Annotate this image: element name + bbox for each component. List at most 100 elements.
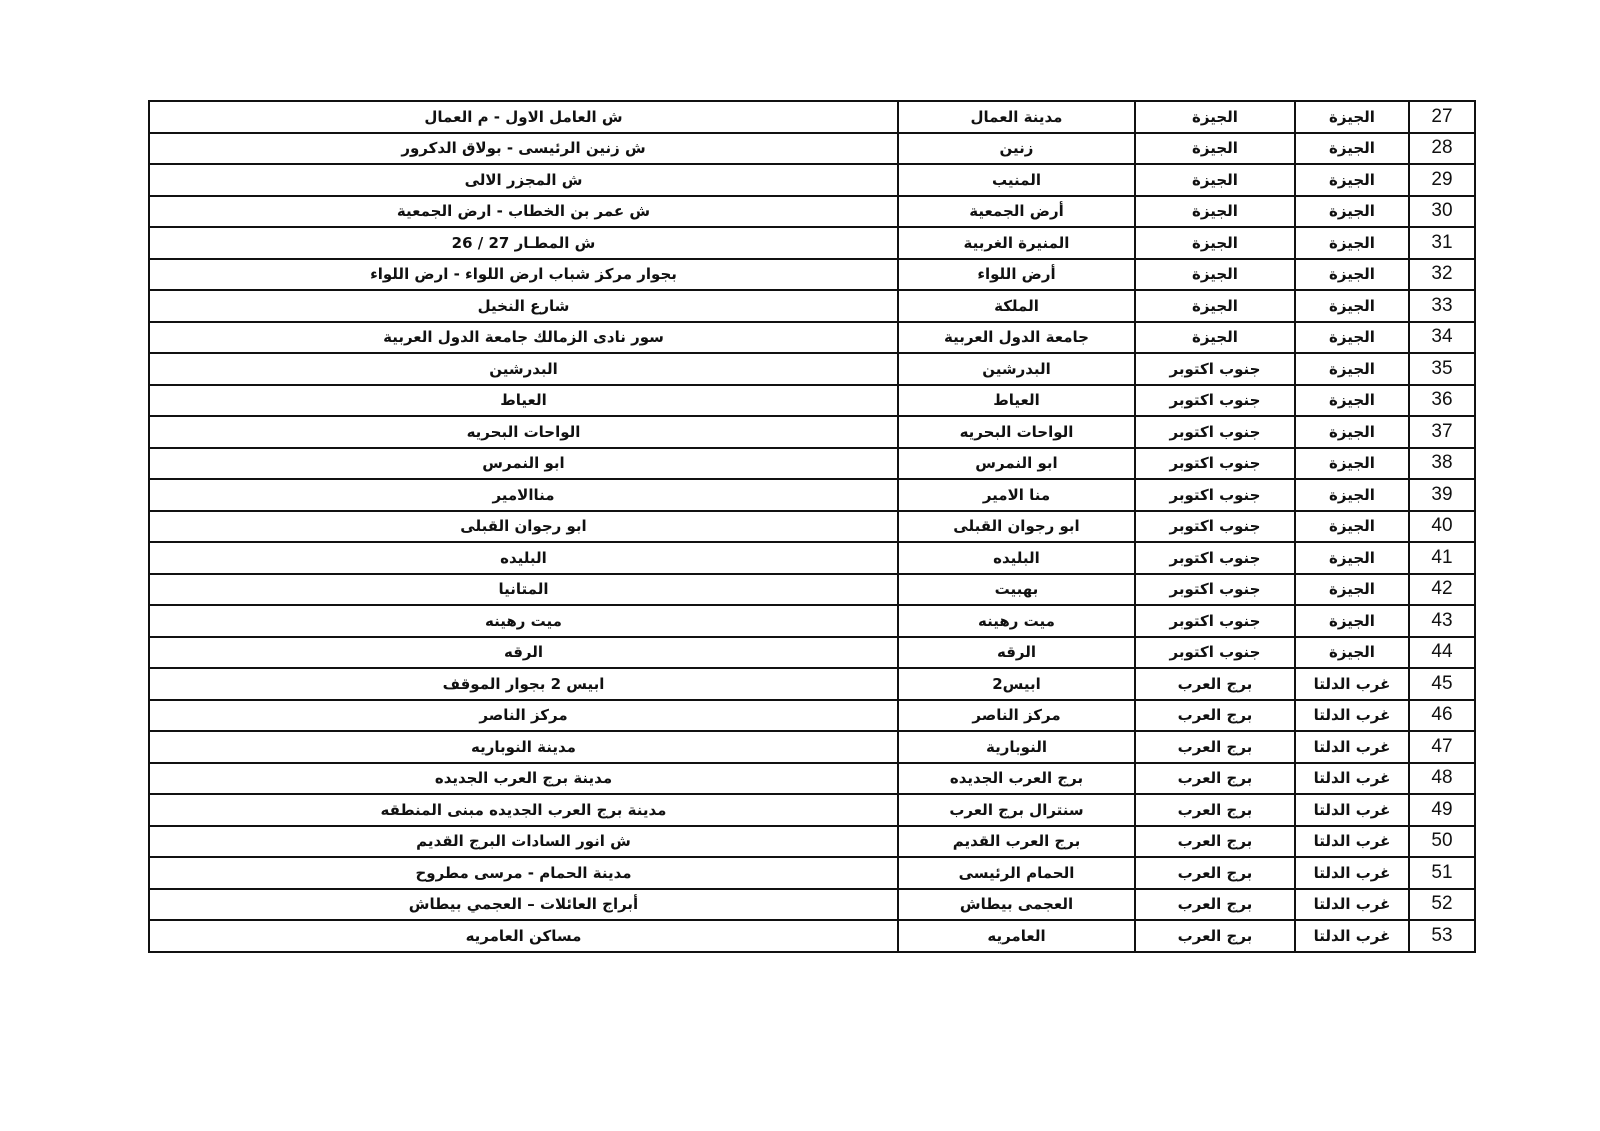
center-cell: البدرشين <box>897 352 1136 386</box>
address-cell: ابو رجوان القبلى <box>148 509 899 543</box>
row-number: 41 <box>1408 541 1476 575</box>
center-cell: زنين <box>897 131 1136 165</box>
center-cell: أرض اللواء <box>897 257 1136 291</box>
region-cell: الجيزة <box>1294 131 1410 165</box>
sector-cell: جنوب اكتوبر <box>1134 509 1296 543</box>
sector-cell: جنوب اكتوبر <box>1134 541 1296 575</box>
row-number: 28 <box>1408 131 1476 165</box>
region-cell: الجيزة <box>1294 352 1410 386</box>
address-cell: ميت رهينه <box>148 604 899 638</box>
sector-cell: جنوب اكتوبر <box>1134 352 1296 386</box>
region-cell: الجيزة <box>1294 635 1410 669</box>
region-cell: غرب الدلتا <box>1294 698 1410 732</box>
table-row: 36 الجيزة جنوب اكتوبر العياط العياط <box>148 383 1476 417</box>
row-number: 53 <box>1408 919 1476 953</box>
table-row: 44 الجيزة جنوب اكتوبر الرقه الرقه <box>148 635 1476 669</box>
address-cell: ش انور السادات البرج القديم <box>148 824 899 858</box>
table-row: 50 غرب الدلتا برج العرب برج العرب القديم ش ا… <box>148 824 1476 858</box>
table-row: 35 الجيزة جنوب اكتوبر البدرشين البدرشين <box>148 352 1476 386</box>
row-number: 49 <box>1408 793 1476 827</box>
sector-cell: برج العرب <box>1134 667 1296 701</box>
center-cell: ابيس2 <box>897 667 1136 701</box>
region-cell: الجيزة <box>1294 383 1410 417</box>
region-cell: الجيزة <box>1294 478 1410 512</box>
address-cell: ش المجزر الالى <box>148 163 899 197</box>
region-cell: الجيزة <box>1294 320 1410 354</box>
region-cell: الجيزة <box>1294 163 1410 197</box>
row-number: 29 <box>1408 163 1476 197</box>
sector-cell: الجيزة <box>1134 163 1296 197</box>
address-cell: ش المطـار 27 / 26 <box>148 226 899 260</box>
table-row: 43 الجيزة جنوب اكتوبر ميت رهينه ميت رهينه <box>148 604 1476 638</box>
row-number: 45 <box>1408 667 1476 701</box>
table-row: 39 الجيزة جنوب اكتوبر منا الامير مناالامير <box>148 478 1476 512</box>
region-cell: الجيزة <box>1294 415 1410 449</box>
address-cell: ابو النمرس <box>148 446 899 480</box>
table-row: 33 الجيزة الجيزة الملكة شارع النخيل <box>148 289 1476 323</box>
row-number: 46 <box>1408 698 1476 732</box>
region-cell: غرب الدلتا <box>1294 730 1410 764</box>
sector-cell: الجيزة <box>1134 320 1296 354</box>
sector-cell: الجيزة <box>1134 226 1296 260</box>
table-row: 42 الجيزة جنوب اكتوبر بهبيت المتانيا <box>148 572 1476 606</box>
sector-cell: برج العرب <box>1134 761 1296 795</box>
center-cell: العياط <box>897 383 1136 417</box>
row-number: 51 <box>1408 856 1476 890</box>
row-number: 47 <box>1408 730 1476 764</box>
address-cell: ش عمر بن الخطاب - ارض الجمعية <box>148 194 899 228</box>
row-number: 37 <box>1408 415 1476 449</box>
address-cell: أبراج العائلات – العجمي بيطاش <box>148 887 899 921</box>
center-cell: العجمى بيطاش <box>897 887 1136 921</box>
table-row: 41 الجيزة جنوب اكتوبر البليده البليده <box>148 541 1476 575</box>
table-row: 40 الجيزة جنوب اكتوبر ابو رجوان القبلى ابو ر… <box>148 509 1476 543</box>
address-cell: العياط <box>148 383 899 417</box>
center-cell: جامعة الدول العربية <box>897 320 1136 354</box>
region-cell: الجيزة <box>1294 289 1410 323</box>
region-cell: غرب الدلتا <box>1294 887 1410 921</box>
table-row: 30 الجيزة الجيزة أرض الجمعية ش عمر بن الخطاب… <box>148 194 1476 228</box>
sector-cell: جنوب اكتوبر <box>1134 604 1296 638</box>
sector-cell: الجيزة <box>1134 131 1296 165</box>
address-cell: سور نادى الزمالك جامعة الدول العربية <box>148 320 899 354</box>
address-cell: مدينة الحمام - مرسى مطروح <box>148 856 899 890</box>
row-number: 43 <box>1408 604 1476 638</box>
table-row: 38 الجيزة جنوب اكتوبر ابو النمرس ابو النمرس <box>148 446 1476 480</box>
center-cell: الرقه <box>897 635 1136 669</box>
address-cell: شارع النخيل <box>148 289 899 323</box>
center-cell: سنترال برج العرب <box>897 793 1136 827</box>
address-cell: مدينة النوباريه <box>148 730 899 764</box>
sector-cell: الجيزة <box>1134 289 1296 323</box>
region-cell: الجيزة <box>1294 572 1410 606</box>
center-cell: ابو رجوان القبلى <box>897 509 1136 543</box>
table-row: 29 الجيزة الجيزة المنيب ش المجزر الالى <box>148 163 1476 197</box>
address-cell: بجوار مركز شباب ارض اللواء - ارض اللواء <box>148 257 899 291</box>
table-row: 32 الجيزة الجيزة أرض اللواء بجوار مركز شباب … <box>148 257 1476 291</box>
region-cell: غرب الدلتا <box>1294 793 1410 827</box>
address-cell: مساكن العامريه <box>148 919 899 953</box>
table-row: 37 الجيزة جنوب اكتوبر الواحات البحريه الواحا… <box>148 415 1476 449</box>
center-cell: منا الامير <box>897 478 1136 512</box>
sector-cell: الجيزة <box>1134 194 1296 228</box>
sector-cell: جنوب اكتوبر <box>1134 635 1296 669</box>
sector-cell: برج العرب <box>1134 887 1296 921</box>
address-cell: الرقه <box>148 635 899 669</box>
sector-cell: برج العرب <box>1134 919 1296 953</box>
region-cell: الجيزة <box>1294 446 1410 480</box>
row-number: 31 <box>1408 226 1476 260</box>
region-cell: الجيزة <box>1294 604 1410 638</box>
center-cell: مدينة العمال <box>897 100 1136 134</box>
center-cell: المنيب <box>897 163 1136 197</box>
region-cell: غرب الدلتا <box>1294 919 1410 953</box>
row-number: 36 <box>1408 383 1476 417</box>
center-cell: البليده <box>897 541 1136 575</box>
region-cell: الجيزة <box>1294 100 1410 134</box>
row-number: 35 <box>1408 352 1476 386</box>
row-number: 34 <box>1408 320 1476 354</box>
region-cell: الجيزة <box>1294 509 1410 543</box>
region-cell: غرب الدلتا <box>1294 824 1410 858</box>
row-number: 44 <box>1408 635 1476 669</box>
center-cell: النوبارية <box>897 730 1136 764</box>
row-number: 32 <box>1408 257 1476 291</box>
region-cell: الجيزة <box>1294 226 1410 260</box>
sector-cell: جنوب اكتوبر <box>1134 446 1296 480</box>
